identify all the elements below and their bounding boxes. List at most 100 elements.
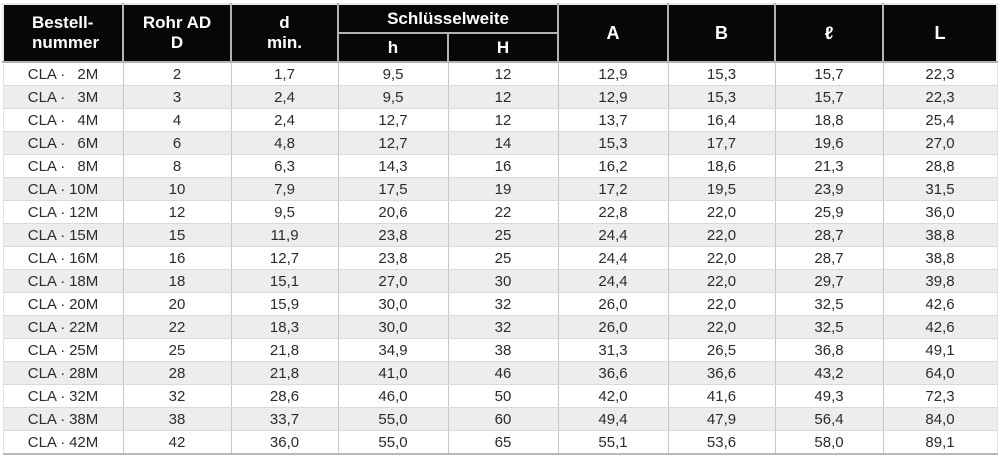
cell-l: 29,7: [774, 269, 884, 293]
cell-d_min: 2,4: [230, 108, 339, 132]
order-code: 15M: [69, 226, 99, 244]
cell-rohr_ad: 10: [122, 177, 232, 201]
order-code: 32M: [69, 387, 99, 405]
cell-B: 15,3: [667, 62, 776, 86]
order-number: CLA · 42M: [28, 434, 99, 451]
cell-A: 31,3: [557, 338, 669, 362]
cell-H: 16: [447, 154, 559, 178]
order-code: 42M: [69, 433, 99, 451]
cell-l: 58,0: [774, 430, 884, 455]
cell-H: 60: [447, 407, 559, 431]
cell-d_min: 36,0: [230, 430, 339, 455]
cell-d_min: 7,9: [230, 177, 339, 201]
cell-l: 56,4: [774, 407, 884, 431]
cell-H: 19: [447, 177, 559, 201]
cell-H: 12: [447, 108, 559, 132]
cell-bestellnummer: CLA · 28M: [2, 361, 124, 385]
cell-H: 25: [447, 246, 559, 270]
cell-l: 15,7: [774, 85, 884, 109]
order-code: 38M: [69, 410, 99, 428]
cell-rohr_ad: 4: [122, 108, 232, 132]
cell-d_min: 33,7: [230, 407, 339, 431]
cell-B: 22,0: [667, 246, 776, 270]
table-row: CLA · 8M 8 6,3 14,3 16 16,2 18,6 21,3 28,8: [2, 154, 998, 178]
header-b: B: [667, 3, 777, 63]
order-number: CLA · 16M: [28, 250, 99, 267]
cell-d_min: 15,9: [230, 292, 339, 316]
cell-H: 30: [447, 269, 559, 293]
cell-B: 22,0: [667, 200, 776, 224]
cell-B: 17,7: [667, 131, 776, 155]
order-number: CLA · 28M: [28, 365, 99, 382]
cell-L: 64,0: [882, 361, 998, 385]
header-rohr-ad-line2: D: [170, 33, 184, 52]
cell-L: 84,0: [882, 407, 998, 431]
table-row: CLA · 3M 3 2,4 9,5 12 12,9 15,3 15,7 22,3: [2, 85, 998, 109]
cell-H: 32: [447, 292, 559, 316]
cell-A: 24,4: [557, 246, 669, 270]
cell-B: 22,0: [667, 223, 776, 247]
cell-h: 14,3: [337, 154, 449, 178]
cell-h: 55,0: [337, 430, 449, 455]
order-number: CLA · 25M: [28, 342, 99, 359]
cell-rohr_ad: 6: [122, 131, 232, 155]
table-row: CLA · 6M 6 4,8 12,7 14 15,3 17,7 19,6 27,0: [2, 131, 998, 155]
order-prefix: CLA ·: [27, 364, 66, 382]
header-l-big: L: [882, 3, 998, 63]
cell-h: 23,8: [337, 246, 449, 270]
order-number: CLA · 6M: [28, 135, 99, 152]
order-prefix: CLA ·: [27, 157, 66, 175]
cell-h: 55,0: [337, 407, 449, 431]
order-number: CLA · 4M: [28, 112, 99, 129]
order-prefix: CLA ·: [27, 249, 66, 267]
cell-B: 15,3: [667, 85, 776, 109]
cell-rohr_ad: 38: [122, 407, 232, 431]
order-number: CLA · 10M: [28, 181, 99, 198]
order-code: 25M: [69, 341, 99, 359]
order-number: CLA · 12M: [28, 204, 99, 221]
cell-rohr_ad: 22: [122, 315, 232, 339]
order-prefix: CLA ·: [27, 295, 66, 313]
cell-B: 36,6: [667, 361, 776, 385]
cell-A: 13,7: [557, 108, 669, 132]
cell-bestellnummer: CLA · 2M: [2, 62, 124, 86]
cell-h: 9,5: [337, 62, 449, 86]
order-code: 22M: [69, 318, 99, 336]
cell-l: 28,7: [774, 246, 884, 270]
cell-l: 43,2: [774, 361, 884, 385]
cell-H: 25: [447, 223, 559, 247]
cell-h: 23,8: [337, 223, 449, 247]
cell-d_min: 12,7: [230, 246, 339, 270]
cell-A: 26,0: [557, 315, 669, 339]
cell-L: 38,8: [882, 246, 998, 270]
header-d-min: d min.: [230, 3, 339, 63]
cell-rohr_ad: 20: [122, 292, 232, 316]
cell-A: 42,0: [557, 384, 669, 408]
cell-bestellnummer: CLA · 3M: [2, 85, 124, 109]
order-prefix: CLA ·: [27, 433, 66, 451]
cell-A: 49,4: [557, 407, 669, 431]
cell-rohr_ad: 18: [122, 269, 232, 293]
order-code: 2M: [77, 65, 99, 83]
table-row: CLA · 38M 38 33,7 55,0 60 49,4 47,9 56,4 84,0: [2, 407, 998, 431]
table-row: CLA · 18M 18 15,1 27,0 30 24,4 22,0 29,7 39,8: [2, 269, 998, 293]
order-number: CLA · 8M: [28, 158, 99, 175]
cell-B: 22,0: [667, 292, 776, 316]
header-d-min-line2: min.: [267, 33, 302, 52]
order-code: 10M: [69, 180, 99, 198]
cell-h: 9,5: [337, 85, 449, 109]
cell-B: 22,0: [667, 315, 776, 339]
cell-L: 89,1: [882, 430, 998, 455]
dimensions-table: Bestell- nummer Rohr AD D d min. Schlüss…: [2, 3, 998, 455]
cell-A: 16,2: [557, 154, 669, 178]
header-row-2: h H: [3, 32, 997, 63]
order-prefix: CLA ·: [27, 272, 66, 290]
order-number: CLA · 22M: [28, 319, 99, 336]
cell-h: 17,5: [337, 177, 449, 201]
cell-L: 42,6: [882, 315, 998, 339]
cell-d_min: 6,3: [230, 154, 339, 178]
cell-H: 22: [447, 200, 559, 224]
cell-h: 30,0: [337, 292, 449, 316]
cell-l: 19,6: [774, 131, 884, 155]
order-code: 6M: [77, 134, 99, 152]
